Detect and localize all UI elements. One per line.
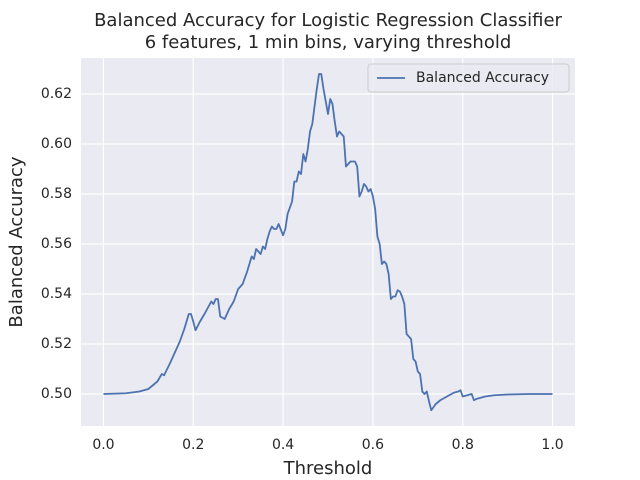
y-axis-label: Balanced Accuracy	[6, 156, 27, 327]
plot-area	[81, 58, 575, 426]
chart-subtitle: 6 features, 1 min bins, varying threshol…	[145, 32, 512, 53]
x-tick-label: 0.4	[272, 437, 294, 453]
chart-title: Balanced Accuracy for Logistic Regressio…	[94, 10, 562, 31]
y-tick-label: 0.50	[41, 386, 72, 402]
legend-label: Balanced Accuracy	[416, 70, 549, 86]
x-tick-label: 0.8	[452, 437, 474, 453]
y-tick-label: 0.54	[41, 286, 72, 302]
y-tick-label: 0.56	[41, 236, 72, 252]
y-tick-label: 0.52	[41, 336, 72, 352]
y-tick-label: 0.62	[41, 86, 72, 102]
y-tick-label: 0.58	[41, 186, 72, 202]
y-tick-label: 0.60	[41, 136, 72, 152]
legend-box	[367, 63, 570, 93]
x-axis-label: Threshold	[283, 458, 373, 479]
data-line	[103, 73, 553, 412]
x-tick-label: 0.2	[182, 437, 204, 453]
x-tick-label: 1.0	[541, 437, 563, 453]
x-tick-label: 0.6	[362, 437, 384, 453]
x-tick-label: 0.0	[92, 437, 114, 453]
